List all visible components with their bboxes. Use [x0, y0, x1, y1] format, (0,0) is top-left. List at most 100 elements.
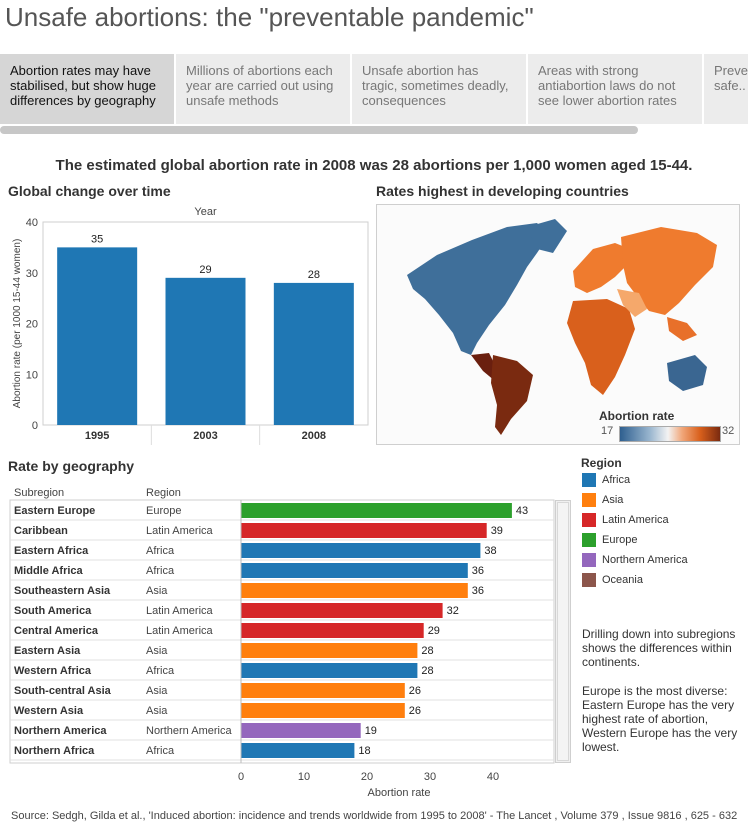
map-greenland — [527, 219, 567, 253]
bar-eastern-europe — [241, 503, 512, 518]
bar-value-label: 29 — [428, 625, 440, 637]
bar-value-label: 19 — [365, 725, 377, 737]
headline: The estimated global abortion rate in 20… — [55, 157, 693, 174]
row-subregion: Northern America — [14, 725, 107, 737]
legend-label: Oceania — [602, 574, 643, 586]
bar-2003 — [165, 277, 246, 425]
bar-value-label: 35 — [91, 233, 103, 245]
bar-value-label: 28 — [421, 645, 433, 657]
x-tick-label: 2003 — [193, 430, 217, 442]
x-tick-label: 20 — [361, 771, 373, 783]
row-region: Asia — [146, 705, 168, 717]
bar-value-label: 26 — [409, 685, 421, 697]
bar-caribbean — [241, 523, 487, 538]
map-legend-min: 17 — [601, 425, 614, 437]
bar-value-label: 28 — [421, 665, 433, 677]
legend-label: Northern America — [602, 554, 688, 566]
bar-eastern-asia — [241, 643, 418, 658]
x-tick-label: 30 — [424, 771, 436, 783]
legend-swatch — [582, 513, 596, 527]
column-header-region: Region — [146, 487, 181, 499]
row-region: Asia — [146, 685, 168, 697]
row-subregion: Southeastern Asia — [14, 585, 111, 597]
row-subregion: South-central Asia — [14, 685, 112, 697]
bar-value-label: 32 — [447, 605, 459, 617]
legend-swatch — [582, 553, 596, 567]
row-subregion: Western Asia — [14, 705, 84, 717]
row-region: Africa — [146, 745, 175, 757]
chart-scrollbar-thumb[interactable] — [557, 502, 569, 761]
bar-south-central-asia — [241, 683, 405, 698]
y-tick-label: 0 — [32, 420, 38, 432]
tab-consequences[interactable]: Unsafe abortion has tragic, sometimes de… — [352, 54, 526, 124]
row-subregion: Eastern Africa — [14, 545, 89, 557]
page-title: Unsafe abortions: the "preventable pande… — [5, 2, 534, 32]
bar-value-label: 29 — [199, 264, 211, 276]
row-region: Latin America — [146, 605, 214, 617]
bar-southeastern-asia — [241, 583, 468, 598]
geography-chart-title: Rate by geography — [8, 458, 135, 474]
story-tabs: Abortion rates may have stabilised, but … — [0, 54, 748, 126]
legend-label: Africa — [602, 474, 631, 486]
map-southeast-asia — [667, 317, 697, 341]
row-region: Africa — [146, 665, 175, 677]
legend-swatch — [582, 493, 596, 507]
world-map — [407, 219, 717, 435]
x-tick-label: 2008 — [302, 430, 326, 442]
bar-western-asia — [241, 703, 405, 718]
map-oceania — [667, 355, 707, 391]
row-region: Latin America — [146, 625, 214, 637]
map-legend-title: Abortion rate — [599, 409, 675, 423]
tab-geography[interactable]: Abortion rates may have stabilised, but … — [0, 54, 174, 124]
row-subregion: Eastern Asia — [14, 645, 81, 657]
map-color-scale — [619, 426, 721, 442]
row-region: Africa — [146, 545, 175, 557]
bar-value-label: 39 — [491, 525, 503, 537]
row-subregion: South America — [14, 605, 92, 617]
y-axis-title: Abortion rate (per 1000 15-44 women) — [12, 239, 23, 409]
bar-value-label: 36 — [472, 585, 484, 597]
bar-middle-africa — [241, 563, 468, 578]
bar-western-africa — [241, 663, 418, 678]
map-africa — [567, 299, 635, 395]
bar-value-label: 38 — [484, 545, 496, 557]
y-tick-label: 10 — [26, 369, 38, 381]
row-subregion: Eastern Europe — [14, 505, 95, 517]
legend-label: Latin America — [602, 514, 669, 526]
bar-value-label: 26 — [409, 705, 421, 717]
row-subregion: Caribbean — [14, 525, 68, 537]
global-chart-title: Global change over time — [8, 183, 171, 199]
bar-1995 — [57, 247, 138, 425]
tab-methods[interactable]: Millions of abortions each year are carr… — [176, 54, 350, 124]
column-header-subregion: Subregion — [14, 487, 64, 499]
tabs-scrollbar[interactable] — [0, 126, 638, 134]
tab-preventing[interactable]: Preventing safe.. — [704, 54, 748, 124]
row-subregion: Middle Africa — [14, 565, 84, 577]
legend-label: Europe — [602, 534, 638, 546]
row-subregion: Central America — [14, 625, 99, 637]
bar-eastern-africa — [241, 543, 481, 558]
row-subregion: Western Africa — [14, 665, 92, 677]
map-south-america — [491, 355, 533, 435]
row-region: Asia — [146, 645, 168, 657]
map-north-america — [407, 223, 549, 355]
row-region: Asia — [146, 585, 168, 597]
map-middle-east — [617, 289, 647, 317]
bar-south-america — [241, 603, 443, 618]
bar-value-label: 43 — [516, 505, 528, 517]
row-region: Europe — [146, 505, 181, 517]
rate-by-geography-chart: Subregion Region Eastern Europe Europe 43 Car… — [9, 487, 555, 799]
region-legend-title: Region — [581, 456, 622, 470]
y-tick-label: 30 — [26, 268, 38, 280]
bar-value-label: 36 — [472, 565, 484, 577]
world-map-panel[interactable]: Abortion rate 17 32 — [376, 204, 740, 445]
tab-laws[interactable]: Areas with strong antiabortion laws do n… — [528, 54, 702, 124]
legend-label: Asia — [602, 494, 624, 506]
row-region: Latin America — [146, 525, 214, 537]
row-subregion: Northern Africa — [14, 745, 95, 757]
source-citation: Source: Sedgh, Gilda et al., 'Induced ab… — [11, 810, 738, 822]
map-title: Rates highest in developing countries — [376, 183, 629, 199]
x-tick-label: 40 — [487, 771, 499, 783]
x-tick-label: 0 — [238, 771, 244, 783]
